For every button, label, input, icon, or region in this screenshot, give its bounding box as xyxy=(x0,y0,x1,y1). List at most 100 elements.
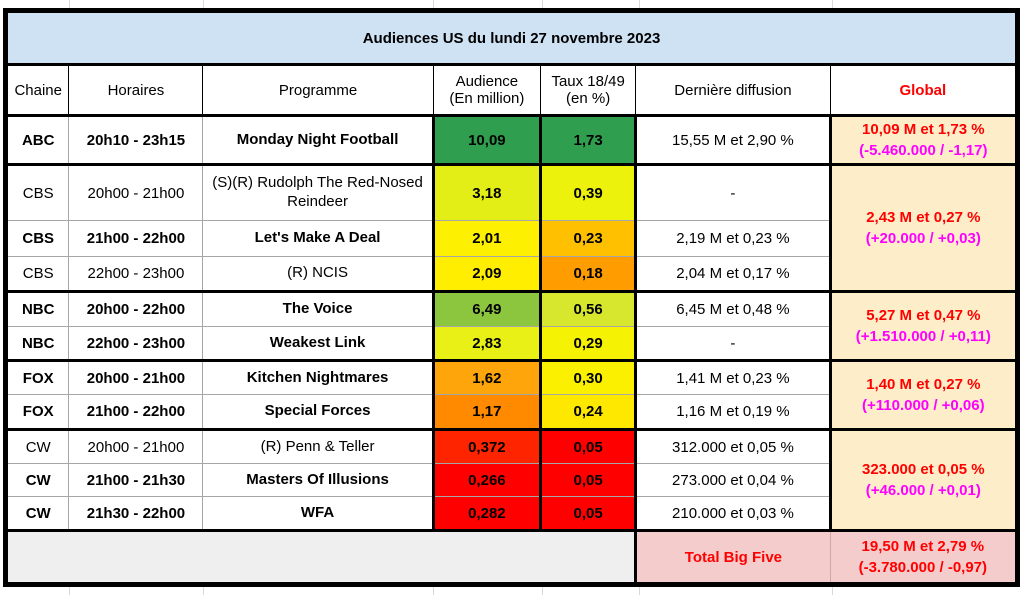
last-broadcast-cell: 2,04 M et 0,17 % xyxy=(635,256,831,292)
channel-cell: CW xyxy=(4,428,70,464)
global-summary-cell-fox: 1,40 M et 0,27 % (+110.000 / +0,06) xyxy=(828,359,1019,430)
column-header-taux-line1: Taux 18/49 xyxy=(551,73,625,90)
channel-cell: CBS xyxy=(4,163,70,221)
global-main-value: 10,09 M et 1,73 % xyxy=(862,121,985,138)
column-header-derniere-diffusion: Dernière diffusion xyxy=(635,64,831,117)
rating-value-cell: 0,30 xyxy=(540,359,638,395)
programme-cell: (R) Penn & Teller xyxy=(202,428,434,464)
programme-cell: Special Forces xyxy=(202,394,434,430)
audience-table: Audiences US du lundi 27 novembre 2023 C… xyxy=(3,8,1020,587)
programme-cell: Let's Make A Deal xyxy=(202,220,434,257)
table-row-fox-2: FOX 21h00 - 22h00 Special Forces 1,17 0,… xyxy=(4,394,1018,430)
audience-value-cell: 2,09 xyxy=(431,256,543,292)
timeslot-cell: 20h00 - 22h00 xyxy=(68,290,204,327)
page-title: Audiences US du lundi 27 novembre 2023 xyxy=(5,10,1018,66)
audience-value-cell: 2,01 xyxy=(431,220,543,257)
rating-value-cell: 0,05 xyxy=(540,463,638,497)
programme-cell: Monday Night Football xyxy=(202,114,434,165)
programme-cell: The Voice xyxy=(202,290,434,327)
global-summary-cell-nbc: 5,27 M et 0,47 % (+1.510.000 / +0,11) xyxy=(828,290,1019,361)
global-main-value: 5,27 M et 0,47 % xyxy=(866,307,981,324)
column-header-horaires: Horaires xyxy=(68,64,204,117)
column-header-audience: Audience (En million) xyxy=(432,64,542,117)
table-row-fox-1: FOX 20h00 - 21h00 Kitchen Nightmares 1,6… xyxy=(4,359,1019,430)
table-row-abc: ABC 20h10 - 23h15 Monday Night Football … xyxy=(4,114,1019,165)
audience-value-cell: 0,372 xyxy=(431,428,543,464)
timeslot-cell: 22h00 - 23h00 xyxy=(68,326,204,361)
audience-value-cell: 1,17 xyxy=(431,394,543,430)
total-label: Total Big Five xyxy=(635,529,831,585)
table-row-cbs-3: CBS 22h00 - 23h00 (R) NCIS 2,09 0,18 2,0… xyxy=(4,256,1018,292)
global-delta-value: (+20.000 / +0,03) xyxy=(865,230,981,247)
rating-value-cell: 1,73 xyxy=(540,114,638,165)
global-summary-cell-cw: 323.000 et 0,05 % (+46.000 / +0,01) xyxy=(828,428,1019,531)
column-header-programme: Programme xyxy=(202,64,434,117)
global-delta-value: (+110.000 / +0,06) xyxy=(862,397,985,414)
programme-cell: Kitchen Nightmares xyxy=(202,359,434,395)
programme-cell: (S)(R) Rudolph The Red-Nosed Reindeer xyxy=(202,163,434,221)
column-header-taux: Taux 18/49 (en %) xyxy=(540,64,637,117)
channel-cell: CW xyxy=(4,496,70,532)
channel-cell: ABC xyxy=(4,114,70,165)
table-row-cw-3: CW 21h30 - 22h00 WFA 0,282 0,05 210.000 … xyxy=(4,496,1018,532)
programme-cell: Weakest Link xyxy=(202,326,434,361)
table-row-cw-1: CW 20h00 - 21h00 (R) Penn & Teller 0,372… xyxy=(4,428,1019,531)
total-delta-value: (-3.780.000 / -0,97) xyxy=(858,559,988,576)
rating-value-cell: 0,05 xyxy=(540,496,638,532)
global-main-value: 2,43 M et 0,27 % xyxy=(866,209,981,226)
channel-cell: NBC xyxy=(4,290,70,327)
channel-cell: NBC xyxy=(4,326,70,361)
total-main-value: 19,50 M et 2,79 % xyxy=(861,538,985,555)
audience-value-cell: 2,83 xyxy=(431,326,543,361)
rating-value-cell: 0,29 xyxy=(540,326,638,361)
timeslot-cell: 21h00 - 22h00 xyxy=(68,220,204,257)
audience-value-cell: 6,49 xyxy=(431,290,543,327)
audience-value-cell: 3,18 xyxy=(431,163,543,221)
rating-value-cell: 0,56 xyxy=(540,290,638,327)
rating-value-cell: 0,05 xyxy=(540,428,638,464)
header-row: Chaine Horaires Programme Audience (En m… xyxy=(4,64,1019,117)
column-header-taux-line2: (en %) xyxy=(566,90,611,107)
total-row: Total Big Five 19,50 M et 2,79 % (-3.780… xyxy=(4,529,1019,585)
global-main-value: 323.000 et 0,05 % xyxy=(862,461,985,478)
global-delta-value: (+1.510.000 / +0,11) xyxy=(855,328,991,345)
table-row-nbc-1: NBC 20h00 - 22h00 The Voice 6,49 0,56 6,… xyxy=(4,290,1019,361)
rating-value-cell: 0,18 xyxy=(540,256,638,292)
column-header-global: Global xyxy=(829,64,1019,117)
timeslot-cell: 21h00 - 22h00 xyxy=(68,394,204,430)
global-main-value: 1,40 M et 0,27 % xyxy=(866,376,981,393)
table-row-cbs-1: CBS 20h00 - 21h00 (S)(R) Rudolph The Red… xyxy=(4,163,1019,292)
column-header-chaine: Chaine xyxy=(4,64,70,117)
table-row-cbs-2: CBS 21h00 - 22h00 Let's Make A Deal 2,01… xyxy=(4,220,1018,257)
timeslot-cell: 20h00 - 21h00 xyxy=(68,428,204,464)
last-broadcast-cell: 15,55 M et 2,90 % xyxy=(635,114,831,165)
rating-value-cell: 0,39 xyxy=(540,163,638,221)
global-summary-cell-cbs: 2,43 M et 0,27 % (+20.000 / +0,03) xyxy=(828,163,1019,292)
top-gridline-strip xyxy=(3,0,1020,8)
bottom-gridline-strip xyxy=(3,587,1020,595)
timeslot-cell: 20h00 - 21h00 xyxy=(68,163,204,221)
last-broadcast-cell: 1,41 M et 0,23 % xyxy=(635,359,831,395)
total-spacer-cell xyxy=(4,529,638,585)
rating-value-cell: 0,23 xyxy=(540,220,638,257)
global-delta-value: (+46.000 / +0,01) xyxy=(865,482,981,499)
last-broadcast-cell: - xyxy=(635,163,831,221)
audience-value-cell: 1,62 xyxy=(431,359,543,395)
timeslot-cell: 21h30 - 22h00 xyxy=(68,496,204,532)
timeslot-cell: 21h00 - 21h30 xyxy=(68,463,204,497)
last-broadcast-cell: - xyxy=(635,326,831,361)
global-delta-value: (-5.460.000 / -1,17) xyxy=(859,142,988,159)
global-summary-cell-abc: 10,09 M et 1,73 % (-5.460.000 / -1,17) xyxy=(828,114,1019,165)
last-broadcast-cell: 273.000 et 0,04 % xyxy=(635,463,831,497)
column-header-audience-line2: (En million) xyxy=(449,90,525,107)
last-broadcast-cell: 312.000 et 0,05 % xyxy=(635,428,831,464)
channel-cell: CBS xyxy=(4,220,70,257)
programme-cell: (R) NCIS xyxy=(202,256,434,292)
column-header-audience-line1: Audience xyxy=(455,73,519,90)
total-value-cell: 19,50 M et 2,79 % (-3.780.000 / -0,97) xyxy=(829,529,1019,585)
programme-cell: WFA xyxy=(202,496,434,532)
last-broadcast-cell: 1,16 M et 0,19 % xyxy=(635,394,831,430)
audience-value-cell: 10,09 xyxy=(431,114,543,165)
last-broadcast-cell: 210.000 et 0,03 % xyxy=(635,496,831,532)
